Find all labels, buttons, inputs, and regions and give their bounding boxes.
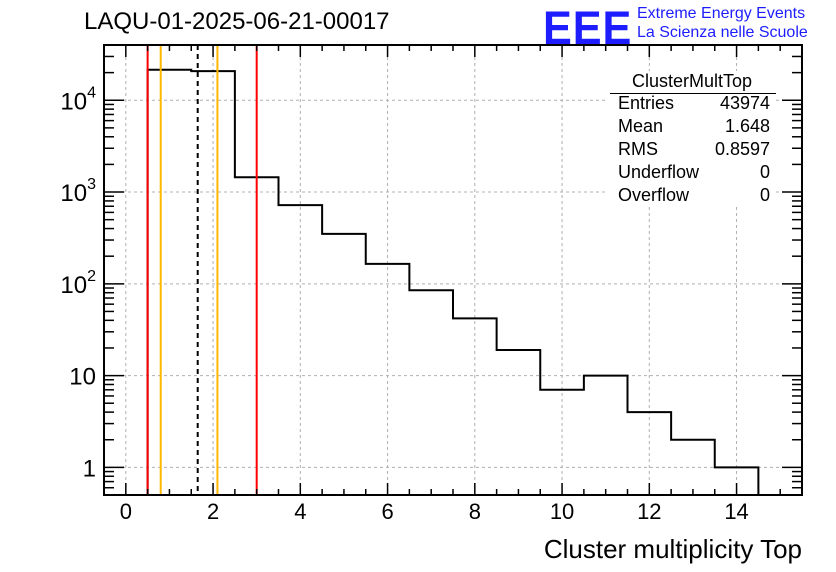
- y-tick-label: 103: [60, 176, 96, 207]
- x-axis-label: Cluster multiplicity Top: [543, 534, 802, 564]
- y-tick-label: 104: [60, 84, 96, 115]
- stats-key: RMS: [618, 139, 658, 159]
- stats-row-entries: Entries 43974: [618, 93, 770, 115]
- stats-box: ClusterMultTop Entries 43974 Mean 1.648 …: [608, 71, 776, 205]
- x-tick-label: 4: [294, 499, 306, 524]
- stats-value: 0: [759, 162, 770, 182]
- stats-row-mean: Mean 1.648: [618, 116, 770, 138]
- stats-key: Overflow: [618, 185, 690, 205]
- x-tick-label: 6: [381, 499, 393, 524]
- stats-separator: [610, 93, 776, 94]
- histogram-series: [146, 68, 760, 495]
- y-tick-label: 1: [83, 455, 96, 482]
- stats-value: 1.648: [724, 116, 770, 136]
- stats-key: Mean: [618, 116, 664, 136]
- stats-row-rms: RMS 0.8597: [618, 139, 770, 161]
- logo-line-2: La Scienza nelle Scuole: [637, 24, 808, 41]
- x-tick-label: 14: [724, 499, 748, 524]
- eee-logo: EEE: [543, 1, 633, 54]
- x-tick-label: 2: [207, 499, 219, 524]
- x-tick-label: 12: [637, 499, 661, 524]
- stats-key: Entries: [618, 93, 675, 113]
- y-tick-label: 10: [69, 364, 96, 391]
- x-tick-label: 0: [120, 499, 132, 524]
- stats-value: 43974: [719, 93, 770, 113]
- chart-title: LAQU-01-2025-06-21-00017: [84, 8, 390, 35]
- stats-key: Underflow: [618, 162, 700, 182]
- stats-row-underflow: Underflow 0: [618, 162, 770, 184]
- stats-value: 0: [759, 185, 770, 205]
- stats-row-overflow: Overflow 0: [618, 185, 770, 207]
- stats-value: 0.8597: [714, 139, 770, 159]
- logo-line-1: Extreme Energy Events: [637, 5, 806, 22]
- stats-title: ClusterMultTop: [631, 71, 753, 91]
- x-tick-label: 8: [469, 499, 481, 524]
- y-tick-label: 102: [60, 268, 96, 299]
- x-tick-label: 10: [550, 499, 574, 524]
